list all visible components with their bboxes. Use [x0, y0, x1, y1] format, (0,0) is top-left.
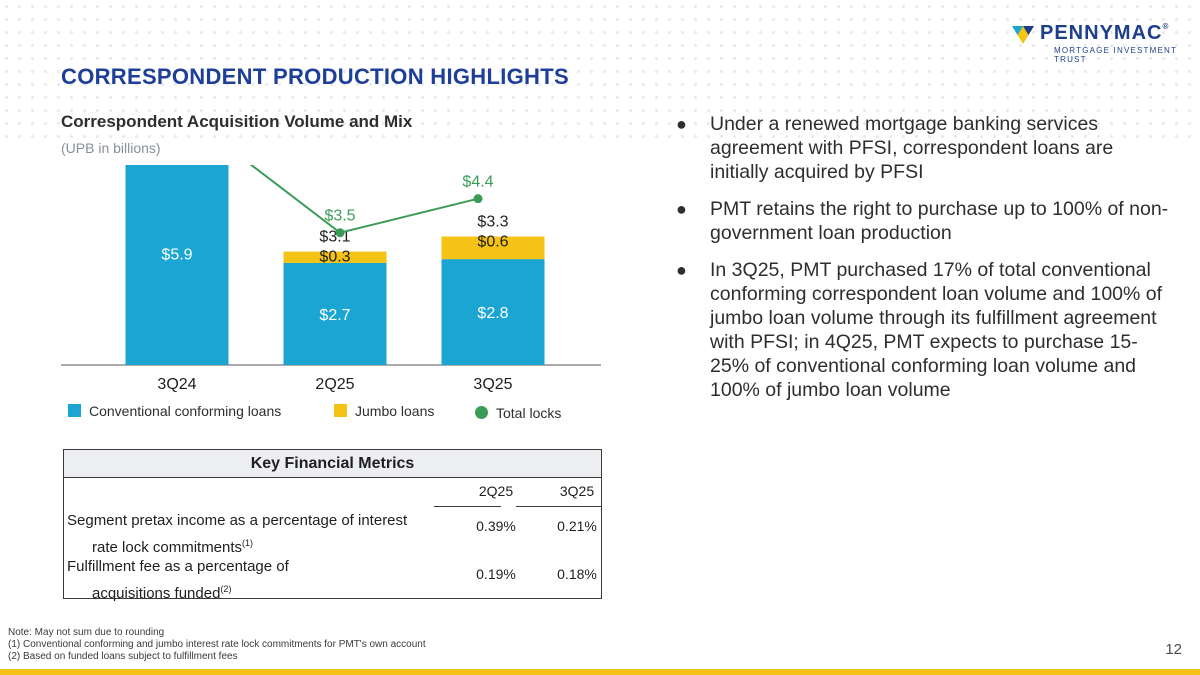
- highlight-item: ● In 3Q25, PMT purchased 17% of total con…: [676, 258, 1176, 402]
- total-locks-point-3Q25: [473, 194, 483, 204]
- logo-wordmark: PENNYMAC®: [1040, 22, 1170, 44]
- x-tick-2Q25: 2Q25: [315, 376, 354, 393]
- logo-subtitle: MORTGAGE INVESTMENT TRUST: [1054, 46, 1177, 64]
- x-tick-3Q25: 3Q25: [473, 376, 512, 393]
- bar-conventional-2Q25: [283, 262, 387, 365]
- metrics-table-title: Key Financial Metrics: [64, 450, 601, 478]
- legend-label-total-locks: Total locks: [496, 405, 562, 421]
- bullet-icon: ●: [676, 199, 687, 219]
- pennymac-logo-mark-icon: [1012, 26, 1034, 44]
- pennymac-logo: PENNYMAC® MORTGAGE INVESTMENT TRUST: [1012, 22, 1182, 64]
- bar-jumbo-3Q25: [441, 236, 545, 260]
- metric-value-3q25: 0.18%: [557, 566, 597, 582]
- highlight-text: Under a renewed mortgage banking service…: [710, 113, 1114, 183]
- label-total-3Q25: $3.3: [477, 213, 508, 230]
- metrics-column-headers: 2Q25 3Q25: [64, 483, 601, 507]
- column-header-2q25: 2Q25: [478, 483, 514, 499]
- key-financial-metrics-table: Key Financial Metrics 2Q25 3Q25 Segment …: [63, 449, 602, 602]
- bar-conventional-3Q25: [441, 259, 545, 365]
- footnote-ref: (2): [220, 584, 232, 594]
- bar-jumbo-2Q25: [283, 251, 387, 263]
- metric-label-line2: rate lock commitments(1): [92, 538, 254, 556]
- label-conventional-3Q25: $2.8: [477, 305, 508, 322]
- bar-conventional-3Q24: [125, 165, 229, 365]
- total-locks-label-2Q25: $3.5: [324, 208, 355, 225]
- highlight-text: PMT retains the right to purchase up to …: [710, 198, 1169, 244]
- legend-item-total-locks: Total locks: [475, 405, 561, 421]
- metric-label-line2: acquisitions funded(2): [92, 584, 232, 602]
- metric-label-line1: Fulfillment fee as a percentage of: [67, 558, 289, 575]
- footnote-note: Note: May not sum due to rounding: [8, 627, 165, 638]
- metric-row-fulfillment-fee: Fulfillment fee as a percentage of acqui…: [64, 556, 601, 602]
- column-rule-2q25: [434, 506, 501, 507]
- label-conventional-2Q25: $2.7: [319, 307, 350, 324]
- footnote-1: (1) Conventional conforming and jumbo in…: [8, 639, 426, 650]
- page-title: CORRESPONDENT PRODUCTION HIGHLIGHTS: [61, 64, 569, 89]
- label-jumbo-3Q25: $0.6: [477, 233, 508, 250]
- chart-title: Correspondent Acquisition Volume and Mix: [61, 112, 413, 131]
- footnote-2: (2) Based on funded loans subject to ful…: [8, 651, 238, 662]
- dot-pattern-background: [0, 0, 1200, 140]
- bullet-icon: ●: [676, 114, 687, 134]
- legend-swatch-conventional: [68, 404, 81, 417]
- footnote-ref: (1): [242, 538, 254, 548]
- highlight-text: In 3Q25, PMT purchased 17% of total conv…: [710, 259, 1163, 401]
- highlight-item: ● Under a renewed mortgage banking servic…: [676, 112, 1176, 184]
- legend-label-conventional: Conventional conforming loans: [89, 403, 282, 419]
- metric-label-line1: Segment pretax income as a percentage of…: [67, 512, 408, 529]
- column-rule-3q25: [516, 506, 601, 507]
- bullet-icon: ●: [676, 260, 687, 280]
- legend-item-jumbo: Jumbo loans: [334, 403, 434, 419]
- metric-label: Segment pretax income as a percentage of…: [67, 510, 407, 559]
- highlight-item: ● PMT retains the right to purchase up to…: [676, 197, 1176, 245]
- metric-value-2q25: 0.19%: [476, 566, 516, 582]
- chart-subtitle: (UPB in billions): [61, 140, 161, 156]
- total-locks-label-3Q25: $4.4: [462, 174, 493, 191]
- acquisition-volume-chart: $5.9$0.1$5.93Q24$2.7$0.3$3.12Q25$2.8$0.6…: [61, 165, 601, 393]
- metric-row-segment-pretax: Segment pretax income as a percentage of…: [64, 510, 601, 556]
- metric-value-2q25: 0.39%: [476, 518, 516, 534]
- logo-trademark: ®: [1162, 22, 1170, 31]
- legend-swatch-jumbo: [334, 404, 347, 417]
- footnotes: Note: May not sum due to rounding (1) Co…: [8, 627, 426, 663]
- metric-label: Fulfillment fee as a percentage of acqui…: [67, 556, 289, 605]
- highlights-list: ● Under a renewed mortgage banking servic…: [676, 112, 1176, 415]
- legend-item-conventional: Conventional conforming loans: [68, 403, 281, 419]
- bottom-accent-bar: [0, 669, 1200, 675]
- total-locks-point-2Q25: [335, 228, 345, 238]
- legend-dot-total-locks: [475, 406, 488, 419]
- label-conventional-3Q24: $5.9: [161, 246, 192, 263]
- legend-label-jumbo: Jumbo loans: [355, 403, 435, 419]
- x-tick-3Q24: 3Q24: [157, 376, 196, 393]
- page-number: 12: [1165, 641, 1182, 658]
- label-jumbo-2Q25: $0.3: [319, 249, 350, 266]
- column-header-3q25: 3Q25: [559, 483, 595, 499]
- metric-value-3q25: 0.21%: [557, 518, 597, 534]
